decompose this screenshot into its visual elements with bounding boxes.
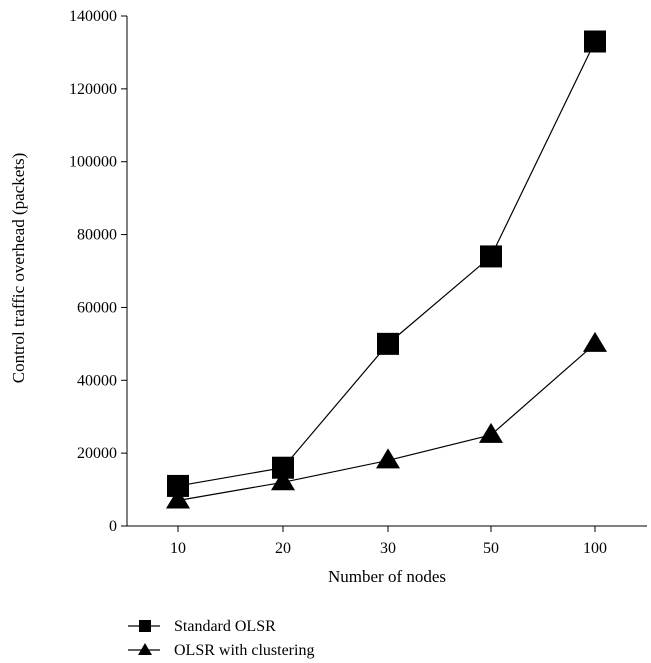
data-point-square bbox=[167, 474, 189, 497]
data-point-triangle bbox=[271, 470, 295, 491]
y-axis-title: Control traffic overhead (packets) bbox=[9, 153, 28, 384]
y-tick-label: 20000 bbox=[77, 445, 117, 462]
series-line bbox=[177, 41, 596, 487]
legend: Standard OLSR OLSR with clustering bbox=[128, 618, 314, 659]
legend-item: Standard OLSR bbox=[128, 618, 276, 635]
legend-label: Standard OLSR bbox=[174, 618, 276, 635]
x-tick-label: 50 bbox=[483, 540, 499, 557]
x-tick-label: 100 bbox=[583, 540, 607, 557]
data-point-triangle bbox=[583, 331, 607, 352]
y-tick-label: 100000 bbox=[69, 154, 117, 171]
y-ticks: 0 20000 40000 60000 80000 100000 120000 140000 bbox=[69, 8, 127, 535]
legend-square-icon bbox=[139, 620, 151, 632]
y-tick-label: 40000 bbox=[77, 372, 117, 389]
x-tick-label: 10 bbox=[170, 540, 186, 557]
y-tick-label: 60000 bbox=[77, 299, 117, 316]
legend-label: OLSR with clustering bbox=[174, 642, 314, 659]
data-point-square bbox=[272, 456, 294, 479]
data-point-square bbox=[377, 332, 399, 355]
y-tick-label: 80000 bbox=[77, 227, 117, 244]
y-tick-label: 140000 bbox=[69, 8, 117, 25]
legend-item: OLSR with clustering bbox=[128, 642, 314, 659]
series-olsr-with-clustering bbox=[166, 331, 607, 509]
axes bbox=[126, 16, 647, 527]
x-axis-title: Number of nodes bbox=[328, 567, 446, 586]
x-tick-label: 20 bbox=[275, 540, 291, 557]
y-tick-label: 0 bbox=[109, 518, 117, 535]
data-point-triangle bbox=[376, 448, 400, 469]
series-line bbox=[177, 343, 596, 502]
x-ticks: 10 20 30 50 100 bbox=[170, 526, 607, 557]
x-tick-label: 30 bbox=[380, 540, 396, 557]
y-tick-label: 120000 bbox=[69, 81, 117, 98]
data-point-square bbox=[584, 30, 606, 53]
series-layer bbox=[166, 30, 607, 509]
series-standard-olsr bbox=[167, 30, 606, 497]
data-point-triangle bbox=[166, 488, 190, 509]
legend-triangle-icon bbox=[138, 643, 152, 655]
data-point-square bbox=[480, 245, 502, 268]
data-point-triangle bbox=[479, 422, 503, 443]
